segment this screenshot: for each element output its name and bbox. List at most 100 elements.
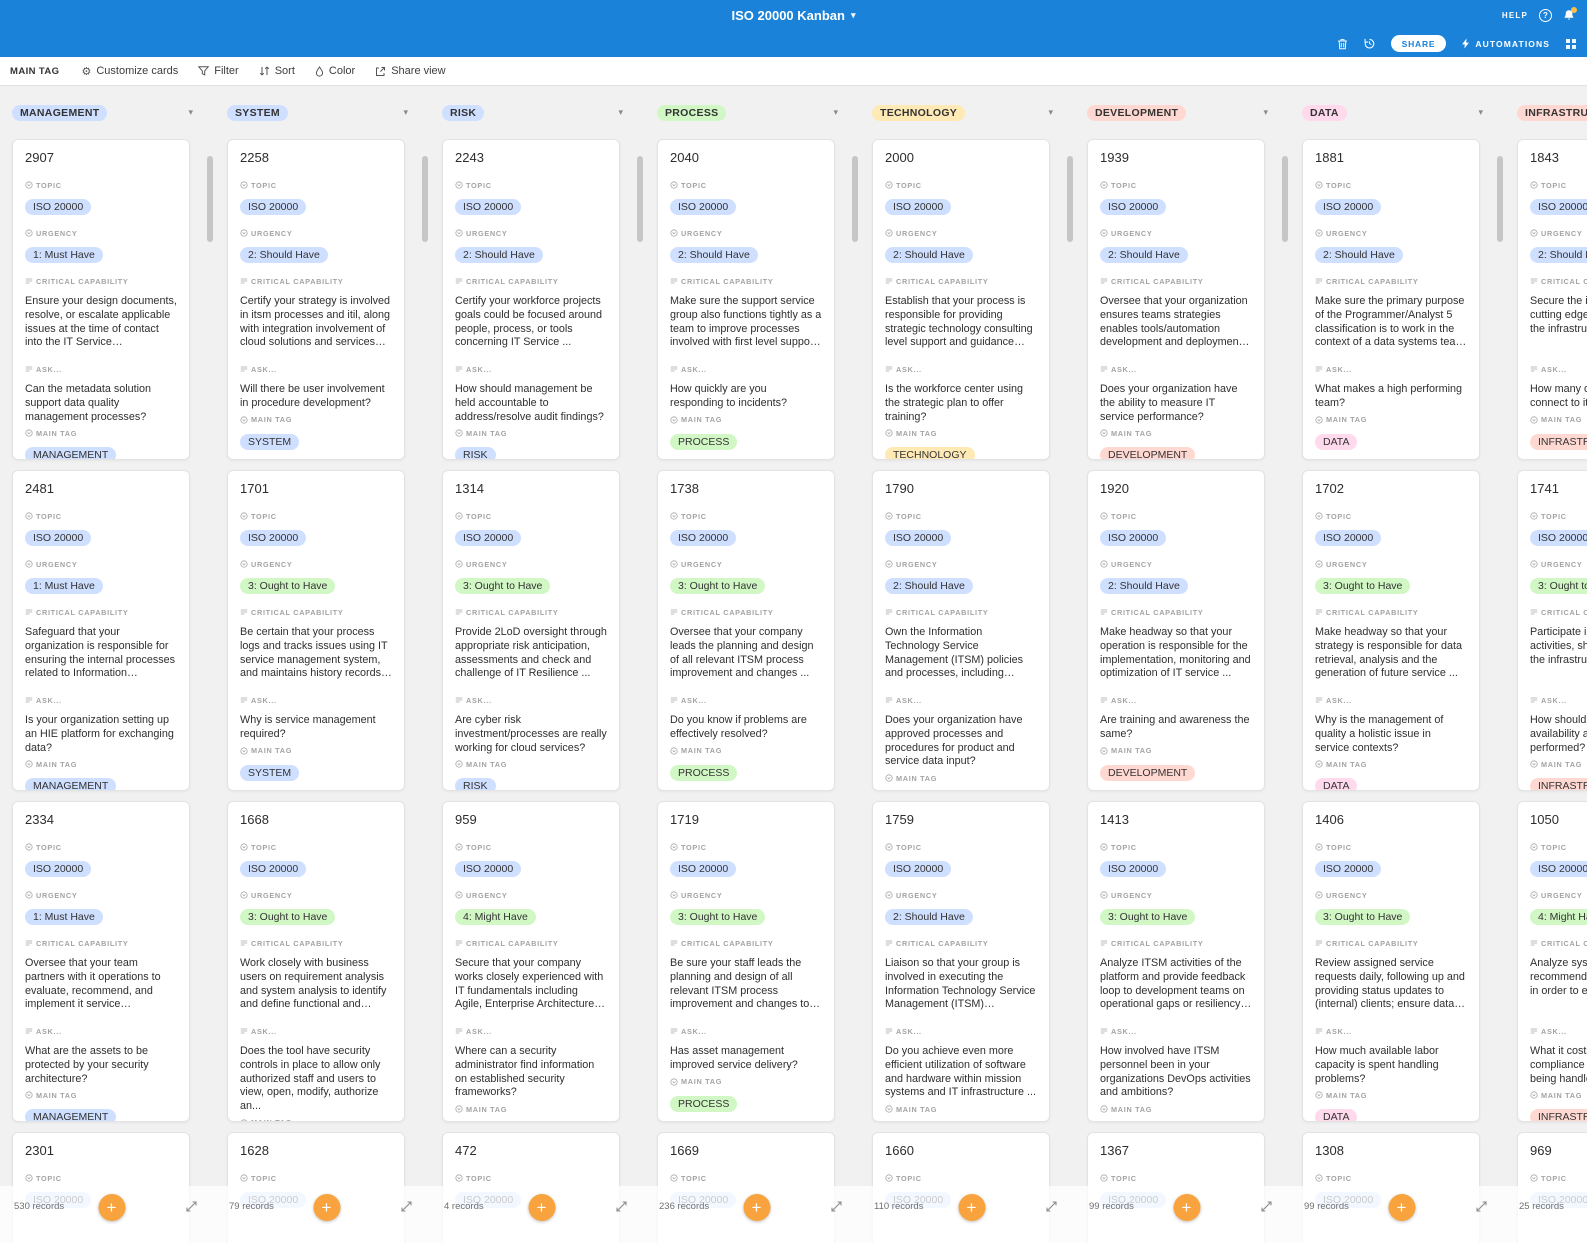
help-icon[interactable]: ? bbox=[1539, 8, 1552, 22]
kanban-card[interactable]: 1759 TOPIC ISO 20000 URGENCY 2: Should Have C… bbox=[872, 801, 1050, 1122]
kanban-card[interactable]: 1314 TOPIC ISO 20000 URGENCY 3: Ought to Hav… bbox=[442, 470, 620, 791]
help-button[interactable]: HELP bbox=[1501, 10, 1528, 20]
single-select-icon bbox=[885, 886, 893, 904]
kanban-card[interactable]: 1738 TOPIC ISO 20000 URGENCY 3: Ought to Hav… bbox=[657, 470, 835, 791]
column-scrollbar[interactable] bbox=[1497, 156, 1503, 242]
single-select-icon bbox=[1100, 424, 1108, 442]
topic-field: TOPIC ISO 20000 bbox=[1315, 507, 1467, 546]
kanban-card[interactable]: 1719 TOPIC ISO 20000 URGENCY 3: Ought to Hav… bbox=[657, 801, 835, 1122]
kanban-card[interactable]: 2000 TOPIC ISO 20000 URGENCY 2: Should Have C… bbox=[872, 139, 1050, 460]
share-view-button[interactable]: Share view bbox=[375, 65, 446, 77]
critical-capability-field-text: Oversee that your organization ensures t… bbox=[1100, 295, 1248, 351]
history-icon[interactable] bbox=[1363, 37, 1376, 50]
share-button[interactable]: SHARE bbox=[1390, 35, 1447, 52]
kanban-card[interactable]: 1843 TOPIC ISO 20000 URGENCY 2: Should Have C… bbox=[1517, 139, 1587, 460]
column-header-pill[interactable]: SYSTEM bbox=[227, 104, 288, 121]
kanban-card[interactable]: 1741 TOPIC ISO 20000 URGENCY 3: Ought to Hav… bbox=[1517, 470, 1587, 791]
add-card-button[interactable]: + bbox=[1173, 1194, 1200, 1221]
kanban-card[interactable]: 1790 TOPIC ISO 20000 URGENCY 2: Should Have C… bbox=[872, 470, 1050, 791]
field-label-text: MAIN TAG bbox=[36, 1090, 78, 1100]
expand-column-icon[interactable] bbox=[186, 1201, 197, 1212]
column-scrollbar[interactable] bbox=[637, 156, 643, 242]
main-tag-field: MAIN TAG DEVELOPMENT bbox=[1100, 742, 1252, 781]
column-menu-chevron-icon[interactable]: ▾ bbox=[188, 107, 193, 117]
column-menu-chevron-icon[interactable]: ▾ bbox=[833, 107, 838, 117]
single-select-icon bbox=[670, 555, 678, 573]
kanban-card[interactable]: 1920 TOPIC ISO 20000 URGENCY 2: Should Have C… bbox=[1087, 470, 1265, 791]
column-scrollbar[interactable] bbox=[1067, 156, 1073, 242]
column-header-pill[interactable]: TECHNOLOGY bbox=[872, 104, 966, 121]
urgency-field-badge: 3: Ought to Have bbox=[240, 909, 336, 925]
column-scrollbar[interactable] bbox=[852, 156, 858, 242]
topic-field: TOPIC ISO 20000 bbox=[25, 176, 177, 215]
apps-grid-icon[interactable] bbox=[1565, 38, 1577, 50]
filter-button[interactable]: Filter bbox=[198, 65, 239, 77]
expand-column-icon[interactable] bbox=[1046, 1201, 1057, 1212]
add-card-button[interactable]: + bbox=[98, 1194, 125, 1221]
expand-column-icon[interactable] bbox=[831, 1201, 842, 1212]
topic-field: TOPIC ISO 20000 bbox=[240, 507, 392, 546]
card-id: 1413 bbox=[1100, 812, 1129, 827]
kanban-card[interactable]: 959 TOPIC ISO 20000 URGENCY 4: Might Have CRI… bbox=[442, 801, 620, 1122]
kanban-card[interactable]: 1702 TOPIC ISO 20000 URGENCY 3: Ought to Hav… bbox=[1302, 470, 1480, 791]
column-menu-chevron-icon[interactable]: ▾ bbox=[1048, 107, 1053, 117]
field-label: TOPIC bbox=[1100, 176, 1137, 194]
card-id: 1738 bbox=[670, 481, 699, 496]
column-header-pill[interactable]: RISK bbox=[442, 104, 485, 121]
column-menu-chevron-icon[interactable]: ▾ bbox=[1478, 107, 1483, 117]
column-menu-chevron-icon[interactable]: ▾ bbox=[618, 107, 623, 117]
add-card-button[interactable]: + bbox=[743, 1194, 770, 1221]
kanban-card[interactable]: 1413 TOPIC ISO 20000 URGENCY 3: Ought to Hav… bbox=[1087, 801, 1265, 1122]
column-scrollbar[interactable] bbox=[422, 156, 428, 242]
kanban-card[interactable]: 2243 TOPIC ISO 20000 URGENCY 2: Should Have C… bbox=[442, 139, 620, 460]
field-label: TOPIC bbox=[1315, 176, 1352, 194]
add-card-button[interactable]: + bbox=[958, 1194, 985, 1221]
expand-column-icon[interactable] bbox=[1476, 1201, 1487, 1212]
single-select-icon bbox=[240, 1114, 248, 1121]
column-header-pill[interactable]: PROCESS bbox=[657, 104, 727, 121]
column-menu-chevron-icon[interactable]: ▾ bbox=[403, 107, 408, 117]
trash-icon[interactable] bbox=[1337, 38, 1348, 50]
topic-field: TOPIC ISO 20000 bbox=[1315, 838, 1467, 877]
column-header-pill[interactable]: DEVELOPMENT bbox=[1087, 104, 1187, 121]
kanban-card[interactable]: 1881 TOPIC ISO 20000 URGENCY 2: Should Have C… bbox=[1302, 139, 1480, 460]
add-card-button[interactable]: + bbox=[1388, 1194, 1415, 1221]
notifications-button[interactable] bbox=[1563, 6, 1577, 22]
kanban-card[interactable]: 1939 TOPIC ISO 20000 URGENCY 2: Should Have C… bbox=[1087, 139, 1265, 460]
automations-button[interactable]: AUTOMATIONS bbox=[1461, 38, 1550, 49]
kanban-card[interactable]: 1668 TOPIC ISO 20000 URGENCY 3: Ought to Hav… bbox=[227, 801, 405, 1122]
kanban-card[interactable]: 2481 TOPIC ISO 20000 URGENCY 1: Must Have CRI… bbox=[12, 470, 190, 791]
urgency-field-badge: 3: Ought to Have bbox=[670, 578, 766, 594]
column-header-pill[interactable]: DATA bbox=[1302, 104, 1347, 121]
add-card-button[interactable]: + bbox=[313, 1194, 340, 1221]
topic-field-badge: ISO 20000 bbox=[1530, 199, 1587, 215]
kanban-card[interactable]: 2258 TOPIC ISO 20000 URGENCY 2: Should Have C… bbox=[227, 139, 405, 460]
column-footer-development: 99 records + bbox=[1083, 1186, 1290, 1243]
sort-button[interactable]: Sort bbox=[259, 65, 295, 77]
kanban-card[interactable]: 1701 TOPIC ISO 20000 URGENCY 3: Ought to Hav… bbox=[227, 470, 405, 791]
kanban-card[interactable]: 2040 TOPIC ISO 20000 URGENCY 2: Should Have C… bbox=[657, 139, 835, 460]
column-scrollbar[interactable] bbox=[1282, 156, 1288, 242]
view-title-dropdown[interactable]: ISO 20000 Kanban ▾ bbox=[732, 8, 856, 23]
kanban-card[interactable]: 1406 TOPIC ISO 20000 URGENCY 3: Ought to Hav… bbox=[1302, 801, 1480, 1122]
expand-column-icon[interactable] bbox=[401, 1201, 412, 1212]
long-text-icon bbox=[455, 934, 463, 952]
column-scrollbar[interactable] bbox=[207, 156, 213, 242]
color-button[interactable]: Color bbox=[315, 65, 355, 77]
customize-cards-button[interactable]: ⚙ Customize cards bbox=[81, 65, 178, 78]
kanban-card[interactable]: 1050 TOPIC ISO 20000 URGENCY 4: Might Have CR… bbox=[1517, 801, 1587, 1122]
column-header-pill[interactable]: INFRASTRUCTURE bbox=[1517, 104, 1587, 121]
field-label-text: TOPIC bbox=[466, 842, 492, 852]
expand-column-icon[interactable] bbox=[616, 1201, 627, 1212]
field-label: ASK... bbox=[455, 691, 492, 709]
kanban-card[interactable]: 2907 TOPIC ISO 20000 URGENCY 1: Must Have CRI… bbox=[12, 139, 190, 460]
column-menu-chevron-icon[interactable]: ▾ bbox=[1263, 107, 1268, 117]
add-card-button[interactable]: + bbox=[528, 1194, 555, 1221]
expand-column-icon[interactable] bbox=[1261, 1201, 1272, 1212]
ask-field-text: What it costs, and how compliance proces… bbox=[1530, 1045, 1587, 1085]
main-tag-field-badge: DEVELOPMENT bbox=[1100, 764, 1196, 781]
column-header-pill[interactable]: MANAGEMENT bbox=[12, 104, 108, 121]
kanban-card[interactable]: 2334 TOPIC ISO 20000 URGENCY 1: Must Have CRI… bbox=[12, 801, 190, 1122]
field-label: URGENCY bbox=[1315, 555, 1367, 573]
